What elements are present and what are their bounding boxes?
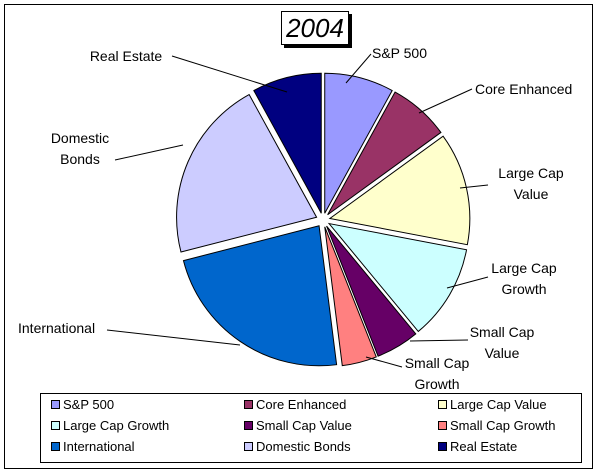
legend-swatch (438, 421, 447, 430)
pie-slice-large-cap-value (328, 135, 471, 246)
leader-line (418, 88, 473, 114)
pie-slice-s-p-500 (324, 72, 393, 214)
legend-label: Large Cap Value (450, 397, 547, 412)
legend: S&P 500 Core Enhanced Large Cap Value Large… (40, 393, 582, 463)
legend-swatch (438, 400, 447, 409)
legend-label: S&P 500 (63, 397, 115, 412)
legend-label: Large Cap Growth (63, 418, 170, 433)
legend-item: Real Estate (438, 439, 517, 454)
legend-item: Core Enhanced (244, 397, 346, 412)
legend-label: International (63, 439, 135, 454)
legend-item: Large Cap Value (438, 397, 547, 412)
legend-label: Small Cap Growth (450, 418, 556, 433)
slice-label-core-enhanced: Core Enhanced (475, 81, 572, 97)
slice-label-large-cap-growth: Large Cap Growth (491, 260, 557, 297)
pie-slice-real-estate (253, 72, 322, 214)
slice-label-small-cap-value: Small Cap Value (470, 324, 535, 361)
legend-item: Large Cap Growth (51, 418, 169, 433)
legend-swatch (244, 442, 253, 451)
legend-swatch (51, 442, 60, 451)
legend-label: Domestic Bonds (256, 439, 351, 454)
legend-item: Domestic Bonds (244, 439, 351, 454)
legend-label: Core Enhanced (256, 397, 347, 412)
legend-swatch (51, 421, 60, 430)
chart-title: 2004 (286, 12, 344, 43)
legend-item: S&P 500 (51, 397, 114, 412)
pie-slice-international (182, 225, 338, 367)
slice-label-large-cap-value: Large Cap Value (498, 165, 564, 202)
legend-swatch (244, 421, 253, 430)
legend-label: Small Cap Value (256, 418, 352, 433)
legend-swatch (438, 442, 447, 451)
slice-label-domestic-bonds: Domestic Bonds (51, 130, 109, 167)
chart-title-box: 2004 (281, 11, 349, 45)
leader-line (365, 356, 403, 368)
legend-label: Real Estate (450, 439, 518, 454)
leader-line (459, 184, 489, 189)
pie-slice-domestic-bonds (176, 93, 318, 253)
leader-line (409, 339, 469, 342)
pie-slice-small-cap-value (326, 225, 417, 357)
slice-label-small-cap-growth: Small Cap Growth (405, 355, 470, 392)
legend-item: Small Cap Growth (438, 418, 555, 433)
slice-label-s-p-500: S&P 500 (372, 45, 427, 61)
slice-label-international: International (18, 320, 95, 336)
pie-slice-small-cap-growth (324, 226, 377, 367)
pie-slice-core-enhanced (327, 91, 442, 216)
leader-line (345, 53, 372, 84)
leader-line (171, 55, 288, 93)
leader-line (106, 329, 241, 346)
leader-line (114, 144, 184, 161)
pie-slice-large-cap-growth (327, 222, 468, 333)
leader-line (446, 276, 489, 289)
legend-swatch (51, 400, 60, 409)
legend-item: Small Cap Value (244, 418, 352, 433)
legend-item: International (51, 439, 135, 454)
slice-label-real-estate: Real Estate (90, 48, 163, 64)
legend-swatch (244, 400, 253, 409)
